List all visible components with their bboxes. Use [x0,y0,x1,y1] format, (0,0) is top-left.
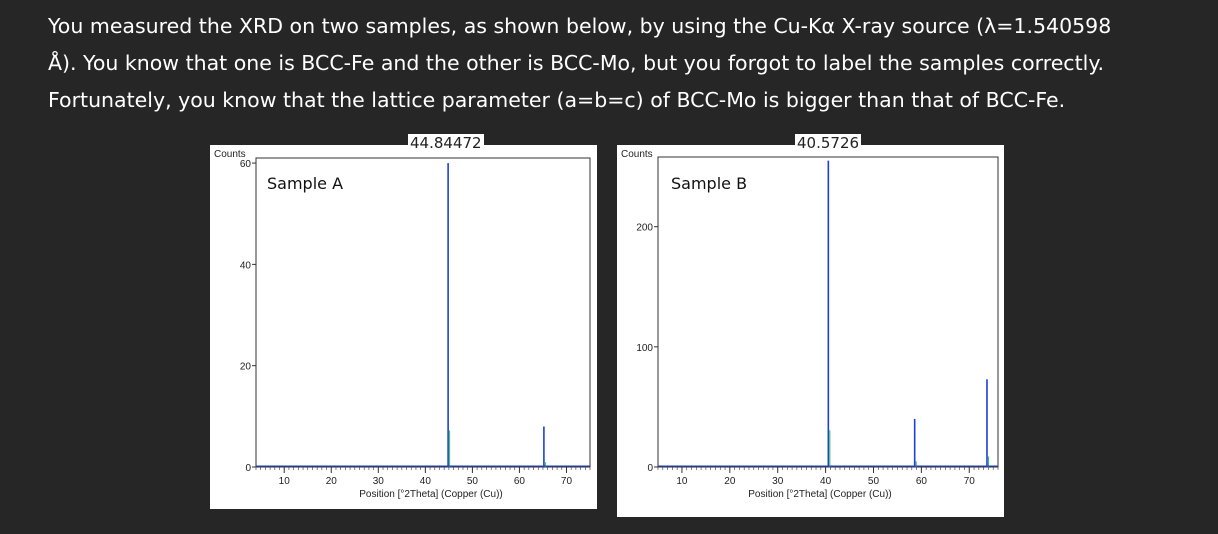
y-axis-label: Counts [621,149,653,160]
peak-annotation-a: 44.84472 [408,134,484,152]
y-tick-label: 200 [636,223,653,234]
x-tick-label: 10 [676,476,688,487]
y-tick-label: 40 [240,260,252,271]
xrd-chart-sample-b: 10 20 30 40 50 60 70 0 100 200 Counts Position [°2T… [621,149,999,500]
x-tick-label: 40 [420,476,432,487]
x-tick-label: 60 [916,476,928,487]
y-tick-label: 100 [636,343,653,354]
x-tick-label: 40 [820,476,832,487]
x-tick-label: 50 [868,476,880,487]
x-tick-label: 50 [467,476,479,487]
x-axis-label: Position [°2Theta] (Copper (Cu)) [748,489,892,500]
x-tick-label: 30 [772,476,784,487]
x-tick-label: 30 [373,476,385,487]
x-tick-label: 20 [724,476,736,487]
sample-a-label: Sample A [267,174,344,193]
question-line-3: Fortunately, you know that the lattice p… [48,88,1066,112]
question-text: You measured the XRD on two samples, as … [48,8,1208,119]
question-line-2: Å). You know that one is BCC-Fe and the … [48,51,1105,75]
chart-panel-sample-a: 10 20 30 40 50 60 70 0 20 40 60 Counts Position [°2T… [210,134,597,509]
question-line-1: You measured the XRD on two samples, as … [48,14,1112,38]
y-axis-label: Counts [214,149,246,160]
sample-b-label: Sample B [671,174,748,193]
y-tick-label: 60 [240,159,252,170]
chart-panel-sample-b: 10 20 30 40 50 60 70 0 100 200 Counts Position [°2T… [617,134,1004,517]
x-tick-label: 70 [561,476,573,487]
x-tick-label: 60 [514,476,526,487]
y-tick-label: 0 [647,463,653,474]
x-tick-label: 70 [964,476,976,487]
y-tick-label: 20 [240,362,252,373]
y-tick-label: 0 [245,463,251,474]
x-tick-label: 20 [326,476,338,487]
peak-annotation-b: 40.5726 [795,134,862,152]
x-axis-label: Position [°2Theta] (Copper (Cu)) [359,489,503,500]
x-tick-label: 10 [279,476,291,487]
plot-frame [255,157,591,468]
